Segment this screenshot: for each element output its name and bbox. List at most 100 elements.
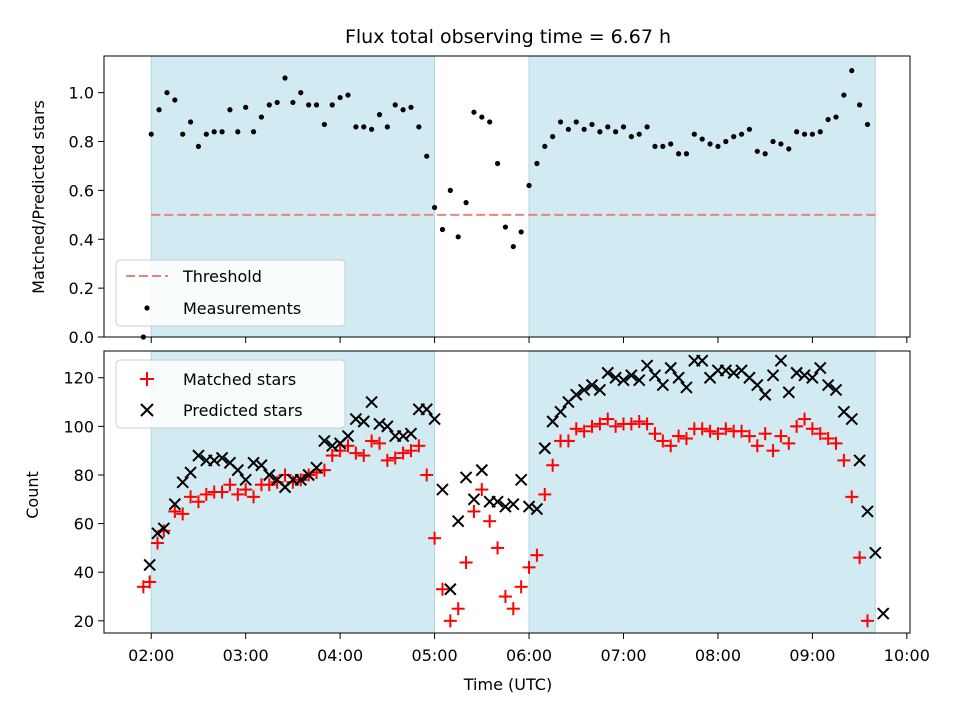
measurement-point xyxy=(306,102,312,108)
y-tick-label: 1.0 xyxy=(69,84,94,103)
predicted-star-point xyxy=(491,495,504,508)
matched-star-point xyxy=(459,556,473,569)
measurement-point xyxy=(250,129,257,135)
predicted-star-point xyxy=(184,466,197,479)
matched-star-point xyxy=(798,412,812,426)
matched-star-point xyxy=(420,468,434,482)
x-tick-label: 04:00 xyxy=(317,646,363,665)
predicted-star-point xyxy=(192,449,205,462)
matched-star-point xyxy=(672,429,686,443)
matched-star-point xyxy=(790,419,804,433)
measurement-point xyxy=(180,131,186,137)
measurement-point xyxy=(439,226,446,233)
predicted-star-point xyxy=(798,369,811,382)
measurement-point xyxy=(762,151,768,157)
predicted-star-point xyxy=(546,415,559,428)
measurement-point xyxy=(857,102,863,108)
measurement-point xyxy=(589,121,595,128)
bottom-y-axis-label: Count xyxy=(23,471,42,519)
predicted-star-point xyxy=(861,505,874,518)
top-measurement-points xyxy=(140,68,871,340)
matched-star-point xyxy=(782,436,796,450)
predicted-star-point xyxy=(326,439,339,453)
matched-star-point xyxy=(223,478,237,492)
matched-star-point xyxy=(514,580,528,594)
predicted-star-point xyxy=(294,473,307,487)
measurement-point xyxy=(628,134,634,140)
measurement-point xyxy=(290,99,296,106)
predicted-star-point xyxy=(790,366,803,380)
matched-star-point xyxy=(664,439,678,453)
measurement-point xyxy=(195,143,202,150)
predicted-star-point xyxy=(247,456,260,470)
matched-star-point xyxy=(719,422,733,436)
matched-star-point xyxy=(412,439,426,453)
matched-star-point xyxy=(191,495,205,509)
predicted-star-point xyxy=(782,386,795,399)
matched-star-point xyxy=(325,449,339,463)
bottom-axes-frame xyxy=(103,350,911,634)
measurement-point xyxy=(778,141,784,147)
predicted-star-point xyxy=(806,371,819,384)
measurement-point xyxy=(266,102,272,108)
measurement-point xyxy=(203,131,209,137)
legend-measurements-label: Measurements xyxy=(183,299,301,318)
predicted-star-point xyxy=(381,420,394,433)
matched-star-point xyxy=(475,483,489,497)
measurement-point xyxy=(794,129,800,135)
legend-measurements-swatch xyxy=(144,305,150,311)
predicted-star-point xyxy=(648,369,662,382)
matched-star-point xyxy=(443,614,457,628)
matched-star-point xyxy=(530,548,544,562)
predicted-star-point xyxy=(656,378,670,392)
measurement-point xyxy=(731,134,737,140)
predicted-star-point xyxy=(365,395,378,409)
measurement-point xyxy=(502,224,509,230)
measurement-point xyxy=(321,121,327,128)
measurement-point xyxy=(809,131,815,137)
measurement-point xyxy=(849,68,855,74)
predicted-star-point xyxy=(609,371,622,384)
measurement-point xyxy=(613,129,619,135)
matched-star-point xyxy=(632,415,646,428)
y-tick-label: 120 xyxy=(63,369,94,388)
matched-star-point xyxy=(853,551,867,565)
matched-star-point xyxy=(199,487,213,501)
top-legend-box xyxy=(115,259,346,327)
measurement-point xyxy=(723,138,729,145)
predicted-star-point xyxy=(727,366,740,380)
predicted-star-point xyxy=(255,459,268,472)
measurement-point xyxy=(534,160,540,167)
matched-star-point xyxy=(247,490,261,504)
matched-star-point xyxy=(805,422,819,436)
x-tick-label: 03:00 xyxy=(223,646,269,665)
measurement-point xyxy=(715,143,721,150)
measurement-point xyxy=(156,107,162,113)
matched-star-point xyxy=(860,614,874,628)
matched-star-point xyxy=(380,453,394,467)
top-legend: Threshold Measurements xyxy=(115,259,346,327)
measurement-point xyxy=(447,187,453,193)
predicted-star-point xyxy=(404,427,418,440)
measurement-point xyxy=(817,129,823,135)
predicted-star-point xyxy=(766,369,780,382)
measurement-point xyxy=(337,94,343,101)
measurement-point xyxy=(274,99,280,106)
top-y-axis-label: Matched/Predicted stars xyxy=(29,100,48,294)
measurement-point xyxy=(479,114,485,120)
measurement-point xyxy=(353,124,359,130)
matched-star-point xyxy=(538,487,552,501)
matched-star-point xyxy=(577,424,591,438)
predicted-star-point xyxy=(396,429,410,443)
measurement-point xyxy=(431,204,438,211)
measurement-point xyxy=(219,129,225,135)
measurement-point xyxy=(738,131,745,137)
predicted-star-point xyxy=(157,522,171,535)
predicted-star-point xyxy=(617,373,630,387)
legend-matched-label: Matched stars xyxy=(183,370,296,389)
matched-star-point xyxy=(491,541,505,555)
measurement-point xyxy=(542,143,548,150)
measurement-point xyxy=(683,151,690,157)
predicted-star-point xyxy=(877,607,890,620)
matched-star-point xyxy=(546,458,560,472)
